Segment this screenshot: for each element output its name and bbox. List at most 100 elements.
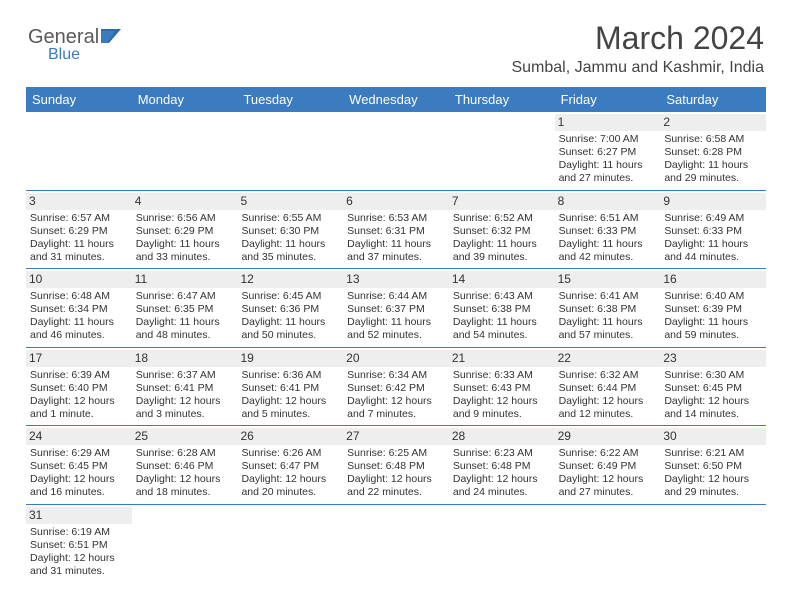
day-number: 12 bbox=[237, 271, 343, 288]
sunset-label: Sunset: 6:41 PM bbox=[241, 382, 339, 395]
day-number: 30 bbox=[660, 428, 766, 445]
sunset-label: Sunset: 6:31 PM bbox=[347, 225, 445, 238]
sunset-label: Sunset: 6:45 PM bbox=[30, 460, 128, 473]
daylight-label: Daylight: 11 hours and 52 minutes. bbox=[347, 316, 445, 342]
day-number: 23 bbox=[660, 350, 766, 367]
location-label: Sumbal, Jammu and Kashmir, India bbox=[511, 59, 764, 77]
day-number: 27 bbox=[343, 428, 449, 445]
week-row: 1Sunrise: 7:00 AMSunset: 6:27 PMDaylight… bbox=[26, 112, 766, 191]
sunrise-label: Sunrise: 6:41 AM bbox=[559, 290, 657, 303]
daylight-label: Daylight: 12 hours and 22 minutes. bbox=[347, 473, 445, 499]
day-number: 25 bbox=[132, 428, 238, 445]
sunrise-label: Sunrise: 6:51 AM bbox=[559, 212, 657, 225]
daylight-label: Daylight: 12 hours and 18 minutes. bbox=[136, 473, 234, 499]
daylight-label: Daylight: 11 hours and 48 minutes. bbox=[136, 316, 234, 342]
sunrise-label: Sunrise: 6:58 AM bbox=[664, 133, 762, 146]
sunset-label: Sunset: 6:40 PM bbox=[30, 382, 128, 395]
daylight-label: Daylight: 11 hours and 42 minutes. bbox=[559, 238, 657, 264]
day-cell: 18Sunrise: 6:37 AMSunset: 6:41 PMDayligh… bbox=[132, 348, 238, 426]
day-number: 22 bbox=[555, 350, 661, 367]
day-cell: 26Sunrise: 6:26 AMSunset: 6:47 PMDayligh… bbox=[237, 426, 343, 504]
day-cell bbox=[555, 505, 661, 583]
sunrise-label: Sunrise: 6:21 AM bbox=[664, 447, 762, 460]
day-number: 15 bbox=[555, 271, 661, 288]
daylight-label: Daylight: 11 hours and 46 minutes. bbox=[30, 316, 128, 342]
logo: General Blue bbox=[28, 26, 123, 64]
day-cell: 21Sunrise: 6:33 AMSunset: 6:43 PMDayligh… bbox=[449, 348, 555, 426]
day-cell: 15Sunrise: 6:41 AMSunset: 6:38 PMDayligh… bbox=[555, 269, 661, 347]
day-number: 4 bbox=[132, 193, 238, 210]
sunrise-label: Sunrise: 6:28 AM bbox=[136, 447, 234, 460]
day-header: Tuesday bbox=[237, 87, 343, 112]
day-number: 28 bbox=[449, 428, 555, 445]
weeks-container: 1Sunrise: 7:00 AMSunset: 6:27 PMDaylight… bbox=[26, 112, 766, 582]
day-cell: 17Sunrise: 6:39 AMSunset: 6:40 PMDayligh… bbox=[26, 348, 132, 426]
week-row: 24 Sunrise: 6:29 AMSunset: 6:45 PM Dayligh… bbox=[26, 426, 766, 505]
sunrise-label: Sunrise: 6:48 AM bbox=[30, 290, 128, 303]
day-cell bbox=[132, 112, 238, 190]
sunrise-label: Sunrise: 6:39 AM bbox=[30, 369, 128, 382]
sunrise-label: Sunrise: 6:19 AM bbox=[30, 526, 128, 539]
day-header: Sunday bbox=[26, 87, 132, 112]
day-cell bbox=[26, 112, 132, 190]
week-row: 3Sunrise: 6:57 AMSunset: 6:29 PMDaylight… bbox=[26, 191, 766, 270]
day-number: 21 bbox=[449, 350, 555, 367]
day-cell: 4Sunrise: 6:56 AMSunset: 6:29 PMDaylight… bbox=[132, 191, 238, 269]
day-cell: 20Sunrise: 6:34 AMSunset: 6:42 PMDayligh… bbox=[343, 348, 449, 426]
day-header: Saturday bbox=[660, 87, 766, 112]
sunrise-label: Sunrise: 6:32 AM bbox=[559, 369, 657, 382]
day-cell: 23Sunrise: 6:30 AMSunset: 6:45 PMDayligh… bbox=[660, 348, 766, 426]
daylight-label: Daylight: 11 hours and 44 minutes. bbox=[664, 238, 762, 264]
day-cell bbox=[237, 505, 343, 583]
day-cell: 29Sunrise: 6:22 AMSunset: 6:49 PMDayligh… bbox=[555, 426, 661, 504]
day-cell: 12Sunrise: 6:45 AMSunset: 6:36 PMDayligh… bbox=[237, 269, 343, 347]
day-header: Wednesday bbox=[343, 87, 449, 112]
sunrise-label: Sunrise: 6:45 AM bbox=[241, 290, 339, 303]
sunrise-label: Sunrise: 6:47 AM bbox=[136, 290, 234, 303]
sunrise-label: Sunrise: 6:34 AM bbox=[347, 369, 445, 382]
day-number: 5 bbox=[237, 193, 343, 210]
sunrise-label: Sunrise: 6:30 AM bbox=[664, 369, 762, 382]
day-number: 13 bbox=[343, 271, 449, 288]
day-cell: 9Sunrise: 6:49 AMSunset: 6:33 PMDaylight… bbox=[660, 191, 766, 269]
sunset-label: Sunset: 6:34 PM bbox=[30, 303, 128, 316]
week-row: 17 Sunrise: 6:39 AMSunset: 6:40 PM Dayligh… bbox=[26, 348, 766, 427]
day-number: 9 bbox=[660, 193, 766, 210]
day-number: 20 bbox=[343, 350, 449, 367]
day-number: 1 bbox=[555, 114, 661, 131]
week-row: 10Sunrise: 6:48 AMSunset: 6:34 PMDayligh… bbox=[26, 269, 766, 348]
header: General Blue March 2024 Sumbal, Jammu an… bbox=[0, 0, 792, 87]
day-cell: 13Sunrise: 6:44 AMSunset: 6:37 PMDayligh… bbox=[343, 269, 449, 347]
day-cell: 1Sunrise: 7:00 AMSunset: 6:27 PMDaylight… bbox=[555, 112, 661, 190]
day-cell bbox=[449, 505, 555, 583]
daylight-label: Daylight: 12 hours and 5 minutes. bbox=[241, 395, 339, 421]
sunset-label: Sunset: 6:29 PM bbox=[136, 225, 234, 238]
daylight-label: Daylight: 12 hours and 14 minutes. bbox=[664, 395, 762, 421]
sunset-label: Sunset: 6:42 PM bbox=[347, 382, 445, 395]
sunrise-label: Sunrise: 6:40 AM bbox=[664, 290, 762, 303]
day-number: 10 bbox=[26, 271, 132, 288]
day-cell: 11Sunrise: 6:47 AMSunset: 6:35 PMDayligh… bbox=[132, 269, 238, 347]
sunrise-label: Sunrise: 6:23 AM bbox=[453, 447, 551, 460]
sunset-label: Sunset: 6:37 PM bbox=[347, 303, 445, 316]
sunrise-label: Sunrise: 6:57 AM bbox=[30, 212, 128, 225]
sunset-label: Sunset: 6:48 PM bbox=[453, 460, 551, 473]
sunset-label: Sunset: 6:28 PM bbox=[664, 146, 762, 159]
day-cell: 31Sunrise: 6:19 AMSunset: 6:51 PMDayligh… bbox=[26, 505, 132, 583]
daylight-label: Daylight: 11 hours and 29 minutes. bbox=[664, 159, 762, 185]
week-row: 31Sunrise: 6:19 AMSunset: 6:51 PMDayligh… bbox=[26, 505, 766, 583]
sunset-label: Sunset: 6:50 PM bbox=[664, 460, 762, 473]
sunrise-label: Sunrise: 6:29 AM bbox=[30, 447, 128, 460]
sunrise-label: Sunrise: 6:25 AM bbox=[347, 447, 445, 460]
day-cell: 10 Sunrise: 6:48 AMSunset: 6:34 PMDayligh… bbox=[26, 269, 132, 347]
day-cell: 14Sunrise: 6:43 AMSunset: 6:38 PMDayligh… bbox=[449, 269, 555, 347]
day-number: 17 bbox=[26, 350, 132, 367]
daylight-label: Daylight: 11 hours and 27 minutes. bbox=[559, 159, 657, 185]
day-cell: 6Sunrise: 6:53 AMSunset: 6:31 PMDaylight… bbox=[343, 191, 449, 269]
sunset-label: Sunset: 6:39 PM bbox=[664, 303, 762, 316]
sunrise-label: Sunrise: 6:26 AM bbox=[241, 447, 339, 460]
logo-text-general: General bbox=[28, 26, 99, 48]
daylight-label: Daylight: 11 hours and 37 minutes. bbox=[347, 238, 445, 264]
sunrise-label: Sunrise: 6:53 AM bbox=[347, 212, 445, 225]
day-number: 24 bbox=[26, 428, 132, 445]
